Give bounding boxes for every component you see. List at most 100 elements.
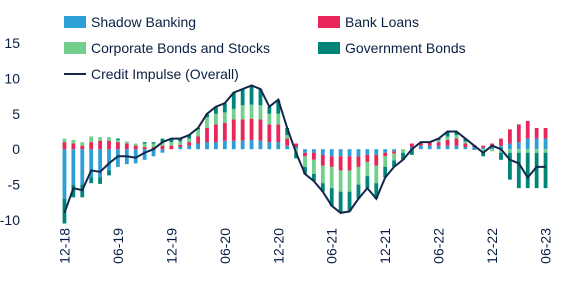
- bar-segment: [89, 149, 94, 178]
- legend-label: Credit Impulse (Overall): [91, 66, 239, 82]
- bar-segment: [392, 153, 396, 161]
- bar-segment: [445, 136, 450, 140]
- bar-segment: [214, 124, 218, 143]
- bar-segment: [329, 149, 334, 157]
- bar-segment: [365, 161, 370, 177]
- bar-segment: [383, 152, 388, 157]
- bar-segment: [276, 142, 281, 150]
- bar-segment: [107, 149, 111, 171]
- bar-segment: [401, 149, 405, 153]
- bar-segment: [178, 138, 183, 142]
- bar-segment: [508, 129, 512, 144]
- bar-segment: [160, 149, 165, 153]
- bar-segment: [294, 143, 298, 148]
- bar-segment: [142, 147, 147, 150]
- bar-segment: [508, 149, 512, 153]
- bar-segment: [338, 149, 343, 157]
- bar-segment: [294, 147, 298, 150]
- bar-segment: [98, 149, 102, 178]
- bar-segment: [71, 143, 76, 150]
- y-tick-label: -5: [8, 177, 21, 193]
- bar-segment: [258, 89, 263, 106]
- bar-segment: [169, 145, 174, 150]
- x-tick-label: 12-20: [270, 228, 286, 264]
- bar-segment: [445, 145, 450, 150]
- bar-segment: [445, 139, 450, 146]
- legend-label: Government Bonds: [345, 40, 466, 56]
- bar-segment: [543, 127, 548, 139]
- bar-segment: [80, 142, 85, 146]
- bar-segment: [356, 149, 361, 157]
- bar-segment: [187, 138, 192, 143]
- bar-segment: [374, 183, 379, 199]
- legend-swatch: [318, 42, 340, 54]
- bar-segment: [62, 142, 67, 150]
- bar-segment: [160, 138, 165, 143]
- x-tick-label: 06-19: [110, 228, 126, 264]
- bar-segment: [543, 149, 548, 153]
- legend-label: Shadow Banking: [91, 14, 196, 30]
- legend-label: Bank Loans: [345, 14, 419, 30]
- bar-segment: [418, 145, 423, 150]
- bar-segment: [124, 163, 129, 165]
- bar-segment: [499, 152, 503, 160]
- bar-segment: [338, 156, 343, 171]
- bar-segment: [133, 149, 138, 164]
- x-tick-label: 12-21: [377, 228, 393, 264]
- bar-segment: [222, 140, 227, 150]
- bar-segment: [276, 124, 281, 143]
- bar-segment: [365, 149, 370, 155]
- bar-segment: [463, 147, 468, 150]
- bar-segment: [463, 143, 468, 148]
- bar-segment: [410, 143, 414, 148]
- bar-segment: [525, 120, 530, 139]
- bar-segment: [329, 156, 334, 167]
- bar-segment: [454, 131, 459, 136]
- bar-segment: [178, 144, 183, 148]
- bar-segment: [80, 149, 85, 185]
- bar-segment: [303, 152, 307, 157]
- bar-segment: [516, 124, 521, 143]
- bar-segment: [107, 137, 111, 141]
- bar-segment: [214, 142, 218, 150]
- bar-segment: [71, 139, 76, 144]
- bar-segment: [169, 138, 174, 143]
- bar-segment: [294, 152, 298, 159]
- legend-swatch: [318, 16, 340, 28]
- bar-segment: [356, 184, 361, 199]
- bar-segment: [312, 173, 316, 182]
- bar-segment: [418, 142, 423, 146]
- bar-segment: [508, 143, 512, 150]
- bar-segment: [169, 142, 174, 146]
- bar-segment: [249, 139, 254, 150]
- bar-segment: [267, 124, 272, 143]
- bar-segment: [276, 113, 281, 125]
- bar-segment: [187, 145, 192, 150]
- bar-segment: [187, 142, 192, 146]
- bar-segment: [258, 140, 263, 150]
- bar-segment: [116, 139, 120, 143]
- x-tick-label: 06-20: [217, 228, 233, 264]
- bar-segment: [89, 142, 94, 150]
- bar-segment: [116, 138, 120, 140]
- bar-segment: [205, 127, 209, 143]
- bar-segment: [231, 108, 236, 120]
- bar-segment: [303, 156, 307, 167]
- bar-segment: [71, 149, 76, 185]
- y-tick-label: 5: [12, 106, 20, 122]
- bar-segment: [543, 138, 548, 150]
- bar-segment: [338, 191, 343, 213]
- bar-segment: [525, 138, 530, 150]
- bar-segment: [312, 159, 316, 174]
- bar-segment: [410, 149, 414, 155]
- bar-segment: [258, 119, 263, 141]
- bar-segment: [392, 160, 396, 167]
- bar-segment: [205, 142, 209, 150]
- bar-segment: [160, 142, 165, 146]
- bar-segment: [472, 149, 477, 150]
- bar-segment: [80, 145, 85, 150]
- bar-segment: [196, 143, 200, 150]
- bar-segment: [463, 138, 468, 142]
- bar-segment: [516, 149, 521, 153]
